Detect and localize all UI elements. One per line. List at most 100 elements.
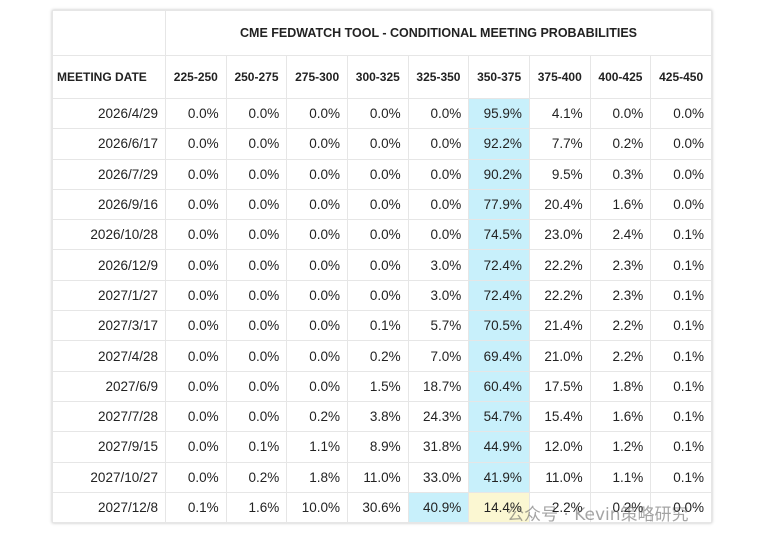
probability-cell: 0.0% (165, 370, 227, 402)
probability-cell: 0.0% (165, 279, 227, 312)
probability-cell: 21.4% (528, 310, 591, 342)
probability-cell: 2.3% (589, 279, 652, 312)
header-range: 300-325 (346, 55, 409, 99)
probability-cell: 30.6% (346, 491, 409, 524)
probability-cell: 24.3% (407, 400, 470, 433)
probability-cell: 95.9% (468, 97, 530, 130)
probability-cell: 0.0% (407, 128, 470, 160)
probability-cell: 23.0% (528, 219, 591, 251)
probability-cell: 0.0% (225, 188, 288, 221)
probability-cell: 8.9% (346, 431, 409, 463)
probability-cell: 1.6% (589, 188, 652, 221)
header-range: 375-400 (528, 55, 591, 99)
probability-cell: 0.0% (407, 97, 470, 130)
probability-cell: 0.0% (225, 97, 288, 130)
probability-cell: 0.0% (346, 97, 409, 130)
probability-cell: 0.0% (650, 128, 712, 160)
probability-cell: 0.0% (165, 158, 227, 190)
data-row: 2026/4/29 0.0% 0.0% 0.0% 0.0% 0.0% 95.9% 4.1% 0.… (52, 97, 712, 130)
probability-cell: 0.1% (225, 431, 288, 463)
probability-cell: 41.9% (468, 461, 530, 493)
probability-cell: 0.0% (286, 219, 348, 251)
data-row: 2027/9/15 0.0% 0.1% 1.1% 8.9% 31.8% 44.9% 12.0%… (52, 431, 712, 463)
probability-cell: 1.1% (589, 461, 652, 493)
probability-cell: 0.0% (286, 249, 348, 281)
data-row: 2026/7/29 0.0% 0.0% 0.0% 0.0% 0.0% 90.2% 9.5% 0.… (52, 158, 712, 190)
meeting-date: 2027/7/28 (52, 400, 166, 433)
probability-cell: 0.0% (165, 461, 227, 493)
probability-cell: 0.0% (225, 340, 288, 372)
probability-cell: 22.2% (528, 249, 591, 281)
probability-cell: 2.4% (589, 219, 652, 251)
data-row: 2027/3/17 0.0% 0.0% 0.0% 0.1% 5.7% 70.5% 21.4% 2… (52, 310, 712, 342)
probability-cell: 7.0% (407, 340, 470, 372)
probability-cell: 0.0% (165, 249, 227, 281)
probability-cell: 15.4% (528, 400, 591, 433)
probability-cell: 0.2% (286, 400, 348, 433)
data-row: 2027/12/8 0.1% 1.6% 10.0% 30.6% 40.9% 14.4% 2.2… (52, 491, 712, 524)
meeting-date: 2026/12/9 (52, 249, 166, 281)
header-range: 275-300 (286, 55, 348, 99)
header-row: MEETING DATE 225-250 250-275 275-300 300-325… (52, 55, 712, 99)
probability-cell: 1.5% (346, 370, 409, 402)
probability-cell: 0.0% (407, 158, 470, 190)
data-row: 2027/10/27 0.0% 0.2% 1.8% 11.0% 33.0% 41.9% 11.… (52, 461, 712, 493)
probability-cell: 74.5% (468, 219, 530, 251)
probability-cell: 0.0% (346, 128, 409, 160)
probability-cell: 0.0% (225, 158, 288, 190)
probability-cell: 2.2% (528, 491, 591, 524)
probability-cell: 0.0% (225, 310, 288, 342)
probability-cell: 0.1% (650, 400, 712, 433)
meeting-date: 2026/7/29 (52, 158, 166, 190)
meeting-date: 2027/6/9 (52, 370, 166, 402)
probability-cell: 7.7% (528, 128, 591, 160)
probability-cell: 1.1% (286, 431, 348, 463)
probability-cell: 0.1% (650, 219, 712, 251)
data-row: 2027/7/28 0.0% 0.0% 0.2% 3.8% 24.3% 54.7% 15.4%… (52, 400, 712, 433)
probability-cell: 0.1% (650, 279, 712, 312)
probability-cell: 0.1% (650, 370, 712, 402)
probability-cell: 0.0% (286, 370, 348, 402)
probability-cell: 0.0% (346, 219, 409, 251)
probability-cell: 0.1% (165, 491, 227, 524)
probability-cell: 0.0% (650, 158, 712, 190)
table-container: CME FEDWATCH TOOL - CONDITIONAL MEETING … (52, 10, 712, 524)
probability-cell: 1.8% (589, 370, 652, 402)
header-range: 325-350 (407, 55, 470, 99)
probability-cell: 0.0% (286, 279, 348, 312)
probability-cell: 90.2% (468, 158, 530, 190)
probability-cell: 2.3% (589, 249, 652, 281)
probability-cell: 0.0% (225, 219, 288, 251)
probability-cell: 21.0% (528, 340, 591, 372)
probability-cell: 31.8% (407, 431, 470, 463)
data-row: 2026/6/17 0.0% 0.0% 0.0% 0.0% 0.0% 92.2% 7.7% 0.… (52, 128, 712, 160)
probability-cell: 69.4% (468, 340, 530, 372)
probability-cell: 11.0% (528, 461, 591, 493)
probability-cell: 0.0% (589, 97, 652, 130)
data-row: 2027/1/27 0.0% 0.0% 0.0% 0.0% 3.0% 72.4% 22.2% 2… (52, 279, 712, 312)
probability-cell: 0.0% (286, 340, 348, 372)
probability-cell: 0.2% (589, 491, 652, 524)
probability-cell: 0.0% (165, 340, 227, 372)
probability-cell: 0.0% (165, 400, 227, 433)
probability-cell: 3.0% (407, 279, 470, 312)
probability-cell: 0.0% (650, 188, 712, 221)
probability-cell: 0.0% (165, 128, 227, 160)
probability-cell: 4.1% (528, 97, 591, 130)
probability-cell: 5.7% (407, 310, 470, 342)
header-range: 225-250 (165, 55, 227, 99)
probability-cell: 0.0% (346, 188, 409, 221)
meeting-date: 2026/10/28 (52, 219, 166, 251)
probability-cell: 0.1% (650, 461, 712, 493)
probability-cell: 14.4% (468, 491, 530, 524)
title-row: CME FEDWATCH TOOL - CONDITIONAL MEETING … (52, 10, 712, 56)
meeting-date: 2027/9/15 (52, 431, 166, 463)
probability-cell: 0.0% (346, 279, 409, 312)
probability-cell: 0.0% (225, 279, 288, 312)
watermark: 公众号 · Kevin策略研究 (507, 505, 689, 525)
meeting-date: 2027/1/27 (52, 279, 166, 312)
meeting-date: 2026/6/17 (52, 128, 166, 160)
header-date: MEETING DATE (52, 55, 166, 99)
probability-cell: 2.2% (589, 340, 652, 372)
